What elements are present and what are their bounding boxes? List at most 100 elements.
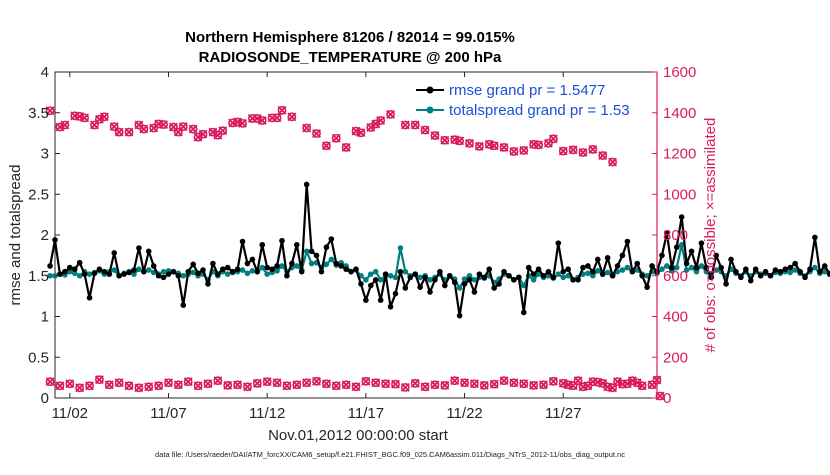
obs-assimilated-marker <box>208 127 218 137</box>
obs-assimilated-marker <box>114 127 124 137</box>
obs-assimilated-marker <box>499 142 509 152</box>
obs-assimilated-marker <box>312 376 321 386</box>
rmse-point <box>752 266 759 273</box>
obs-assimilated-marker <box>499 376 509 386</box>
rmse-point <box>713 252 720 259</box>
rmse-point <box>407 274 414 281</box>
obs-assimilated-marker <box>469 379 479 389</box>
y-tick-label: 2 <box>41 227 49 244</box>
obs-assimilated-marker <box>45 377 55 387</box>
obs-possible-marker <box>420 382 430 392</box>
totalspread-point <box>604 269 611 276</box>
rmse-point <box>358 281 364 287</box>
totalspread-point <box>466 272 473 279</box>
totalspread-point <box>67 268 73 275</box>
rmse-point <box>550 274 557 281</box>
rmse-point <box>111 250 118 256</box>
obs-assimilated-marker <box>55 381 65 391</box>
rmse-point <box>432 277 438 283</box>
legend-box <box>411 77 651 121</box>
totalspread-point <box>594 268 601 274</box>
obs-possible-marker <box>114 127 124 137</box>
obs-assimilated-marker <box>351 126 361 136</box>
rmse-point <box>269 266 275 273</box>
rmse-point <box>486 266 493 273</box>
obs-assimilated-marker <box>548 134 558 144</box>
totalspread-point <box>397 245 404 251</box>
totalspread-point <box>264 271 270 277</box>
obs-assimilated-marker <box>312 129 321 138</box>
rmse-point <box>412 271 419 277</box>
legend-spread-label: totalspread grand pr = 1.53 <box>449 102 630 119</box>
obs-assimilated-marker <box>321 141 331 151</box>
plot-frame <box>54 71 658 399</box>
totalspread-point <box>224 271 231 277</box>
rmse-point <box>219 266 226 273</box>
obs-assimilated-marker <box>440 380 450 390</box>
y-tick-label: 0 <box>41 390 49 407</box>
rmse-point <box>417 284 423 290</box>
obs-possible-marker <box>109 122 119 132</box>
rmse-point <box>693 264 700 271</box>
rmse-point <box>807 266 813 273</box>
obs-possible-marker <box>499 142 509 152</box>
obs-assimilated-marker <box>218 126 228 136</box>
rmse-point <box>565 266 571 273</box>
x-tick-label: 11/17 <box>348 405 384 422</box>
rmse-point <box>540 272 547 279</box>
rmse-point <box>136 245 142 251</box>
rmse-point <box>338 263 344 269</box>
rmse-point <box>353 266 359 273</box>
obs-possible-marker <box>548 134 558 144</box>
x-tick-label: 11/27 <box>545 405 581 422</box>
totalspread-point <box>792 267 798 273</box>
totalspread-point <box>323 261 330 268</box>
obs-assimilated-marker <box>144 382 154 392</box>
obs-possible-marker <box>450 376 460 386</box>
obs-assimilated-marker <box>277 105 287 115</box>
rmse-point <box>451 279 458 286</box>
rmse-point <box>155 272 162 279</box>
rmse-point <box>649 263 655 269</box>
rmse-point <box>575 277 581 283</box>
obs-possible-marker <box>341 380 351 390</box>
rmse-point <box>476 271 483 277</box>
rmse-point <box>392 290 399 297</box>
obs-assimilated-marker <box>331 381 341 391</box>
totalspread-point <box>131 271 137 277</box>
obs-possible-marker <box>45 106 55 116</box>
rmse-point <box>368 282 374 289</box>
rmse-point <box>644 284 650 290</box>
rmse-point <box>733 268 739 275</box>
obs-possible-marker <box>55 381 65 391</box>
rmse-point <box>96 266 103 273</box>
obs-possible-marker <box>144 382 154 392</box>
totalspread-point <box>664 263 670 269</box>
y-tick-label: 3.5 <box>28 105 49 122</box>
rmse-point <box>738 274 744 281</box>
obs-possible-marker <box>159 120 168 129</box>
obs-possible-marker <box>420 125 430 135</box>
obs-possible-marker <box>568 145 578 155</box>
totalspread-point <box>180 272 187 279</box>
x-tick-label: 11/22 <box>446 405 482 422</box>
obs-assimilated-marker <box>356 128 366 138</box>
obs-assimilated-marker <box>45 106 55 116</box>
obs-possible-marker <box>440 380 450 390</box>
y-tick-label: 3 <box>41 146 49 163</box>
obs-assimilated-marker <box>598 151 608 160</box>
obs-possible-marker <box>341 142 351 152</box>
rmse-point <box>787 264 794 271</box>
totalspread-point <box>560 274 567 281</box>
obs-possible-marker <box>410 378 420 388</box>
totalspread-point <box>659 266 665 273</box>
obs-possible-marker <box>173 380 183 390</box>
totalspread-point <box>678 241 685 248</box>
rmse-point <box>634 260 641 267</box>
totalspread-point <box>427 277 433 283</box>
rmse-point <box>372 277 379 283</box>
rmse-point <box>62 268 68 275</box>
obs-possible-marker <box>45 377 55 387</box>
obs-assimilated-marker <box>529 380 539 390</box>
y-tick-label: 4 <box>41 64 49 81</box>
